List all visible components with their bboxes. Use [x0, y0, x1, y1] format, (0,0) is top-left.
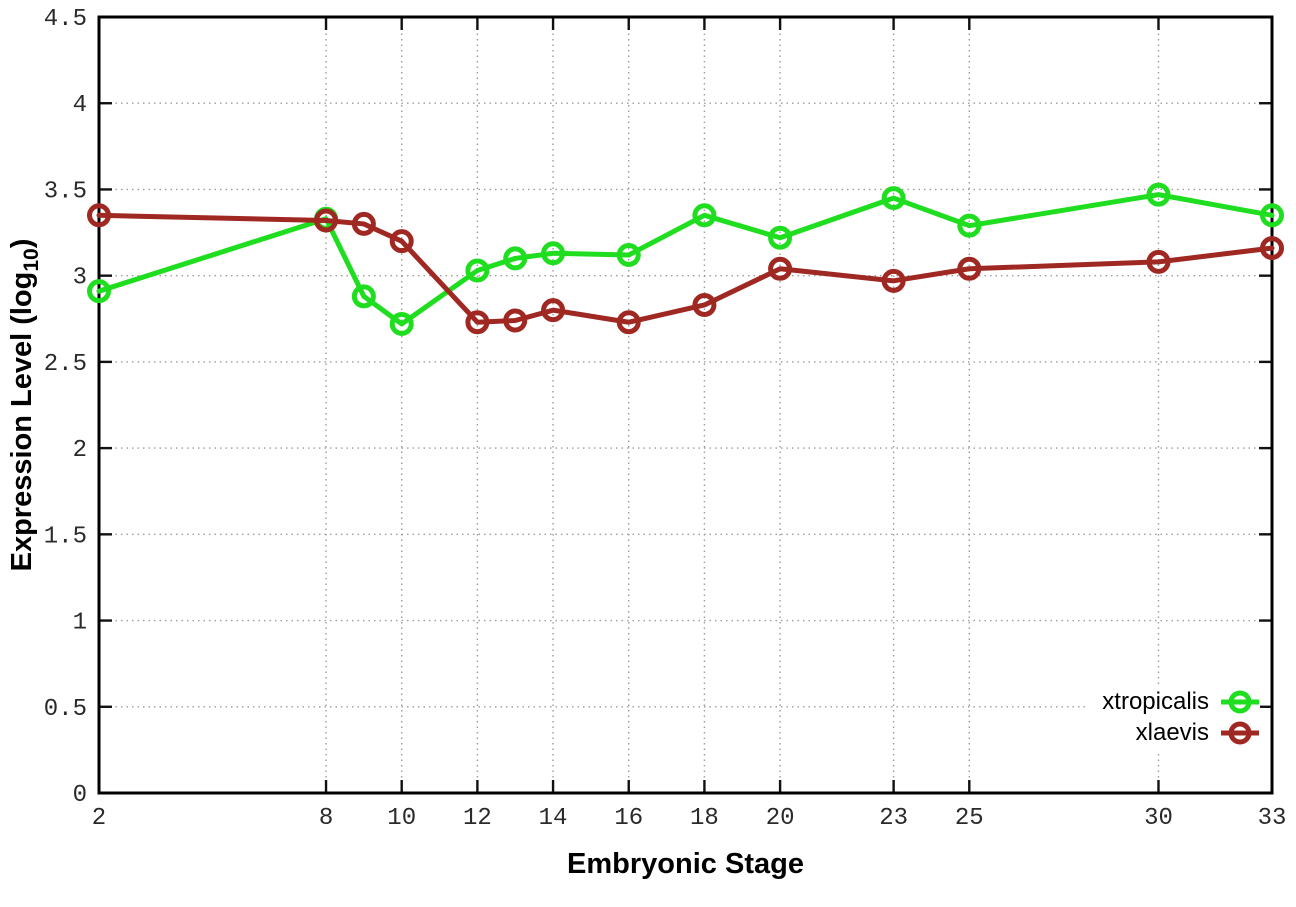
data-point-xtropicalis — [881, 186, 906, 211]
data-point-xtropicalis — [1146, 182, 1171, 207]
y-tick-label: 4 — [73, 92, 87, 119]
data-point-xtropicalis — [1260, 203, 1284, 228]
data-point-xlaevis — [503, 308, 528, 333]
x-tick-label: 10 — [387, 805, 416, 832]
data-point-xtropicalis — [692, 203, 717, 228]
data-point-xtropicalis — [389, 311, 414, 336]
xtropicalis-marker-icon — [1221, 690, 1259, 713]
y-axis-title: Expression Level (log10) — [6, 239, 44, 572]
x-tick-label: 14 — [539, 805, 568, 832]
legend-label-xlaevis: xlaevis — [1135, 719, 1209, 746]
data-point-xlaevis — [465, 310, 490, 335]
x-tick-label: 25 — [955, 805, 984, 832]
x-axis-title: Embryonic Stage — [567, 848, 804, 880]
data-point-xlaevis — [768, 256, 793, 281]
data-point-xlaevis — [692, 292, 717, 317]
y-tick-label: 2.5 — [44, 351, 87, 378]
data-point-xtropicalis — [957, 213, 982, 238]
data-point-xlaevis — [87, 203, 111, 228]
data-point-xtropicalis — [616, 242, 641, 267]
series-line-xlaevis — [96, 212, 1275, 325]
x-tick-label: 8 — [319, 805, 333, 832]
y-tick-label: 1 — [73, 610, 87, 637]
legend-row-xlaevis: xlaevis — [1102, 717, 1260, 748]
data-point-xlaevis — [389, 229, 414, 254]
data-point-xtropicalis — [87, 279, 111, 304]
xlaevis-marker-icon — [1221, 721, 1259, 744]
data-point-xlaevis — [1260, 236, 1284, 261]
x-tick-label: 33 — [1258, 805, 1287, 832]
data-point-xtropicalis — [351, 284, 376, 309]
data-point-xtropicalis — [465, 258, 490, 283]
data-point-xlaevis — [351, 211, 376, 236]
x-tick-label: 16 — [614, 805, 643, 832]
x-tick-label: 20 — [766, 805, 795, 832]
y-axis-title-paren: ) — [6, 238, 38, 249]
data-point-xlaevis — [881, 268, 906, 293]
data-point-xtropicalis — [768, 225, 793, 250]
data-point-xlaevis — [541, 298, 566, 323]
data-point-xlaevis — [1146, 249, 1171, 274]
y-tick-label: 3 — [73, 265, 87, 292]
legend-row-xtropicalis: xtropicalis — [1102, 686, 1260, 717]
series-line-xtropicalis — [96, 192, 1275, 327]
y-tick-label: 0 — [73, 782, 87, 809]
data-point-xtropicalis — [541, 241, 566, 266]
data-point-xtropicalis — [503, 246, 528, 271]
y-tick-label: 3.5 — [44, 178, 87, 205]
x-tick-label: 30 — [1144, 805, 1173, 832]
x-tick-label: 23 — [879, 805, 908, 832]
y-tick-label: 4.5 — [44, 6, 87, 33]
y-axis-title-subscript: 10 — [20, 248, 43, 272]
legend: xtropicalis xlaevis — [1088, 684, 1260, 750]
x-tick-label: 2 — [92, 805, 106, 832]
x-tick-label: 12 — [463, 805, 492, 832]
y-tick-label: 0.5 — [44, 696, 87, 723]
y-axis-title-text: Expression Level (log — [6, 271, 38, 572]
legend-label-xtropicalis: xtropicalis — [1102, 688, 1209, 715]
data-point-xlaevis — [314, 208, 339, 233]
y-tick-label: 2 — [73, 437, 87, 464]
data-point-xlaevis — [616, 310, 641, 335]
plot-border — [97, 15, 1274, 795]
x-tick-label: 18 — [690, 805, 719, 832]
data-point-xlaevis — [957, 256, 982, 281]
y-tick-label: 1.5 — [44, 523, 87, 550]
